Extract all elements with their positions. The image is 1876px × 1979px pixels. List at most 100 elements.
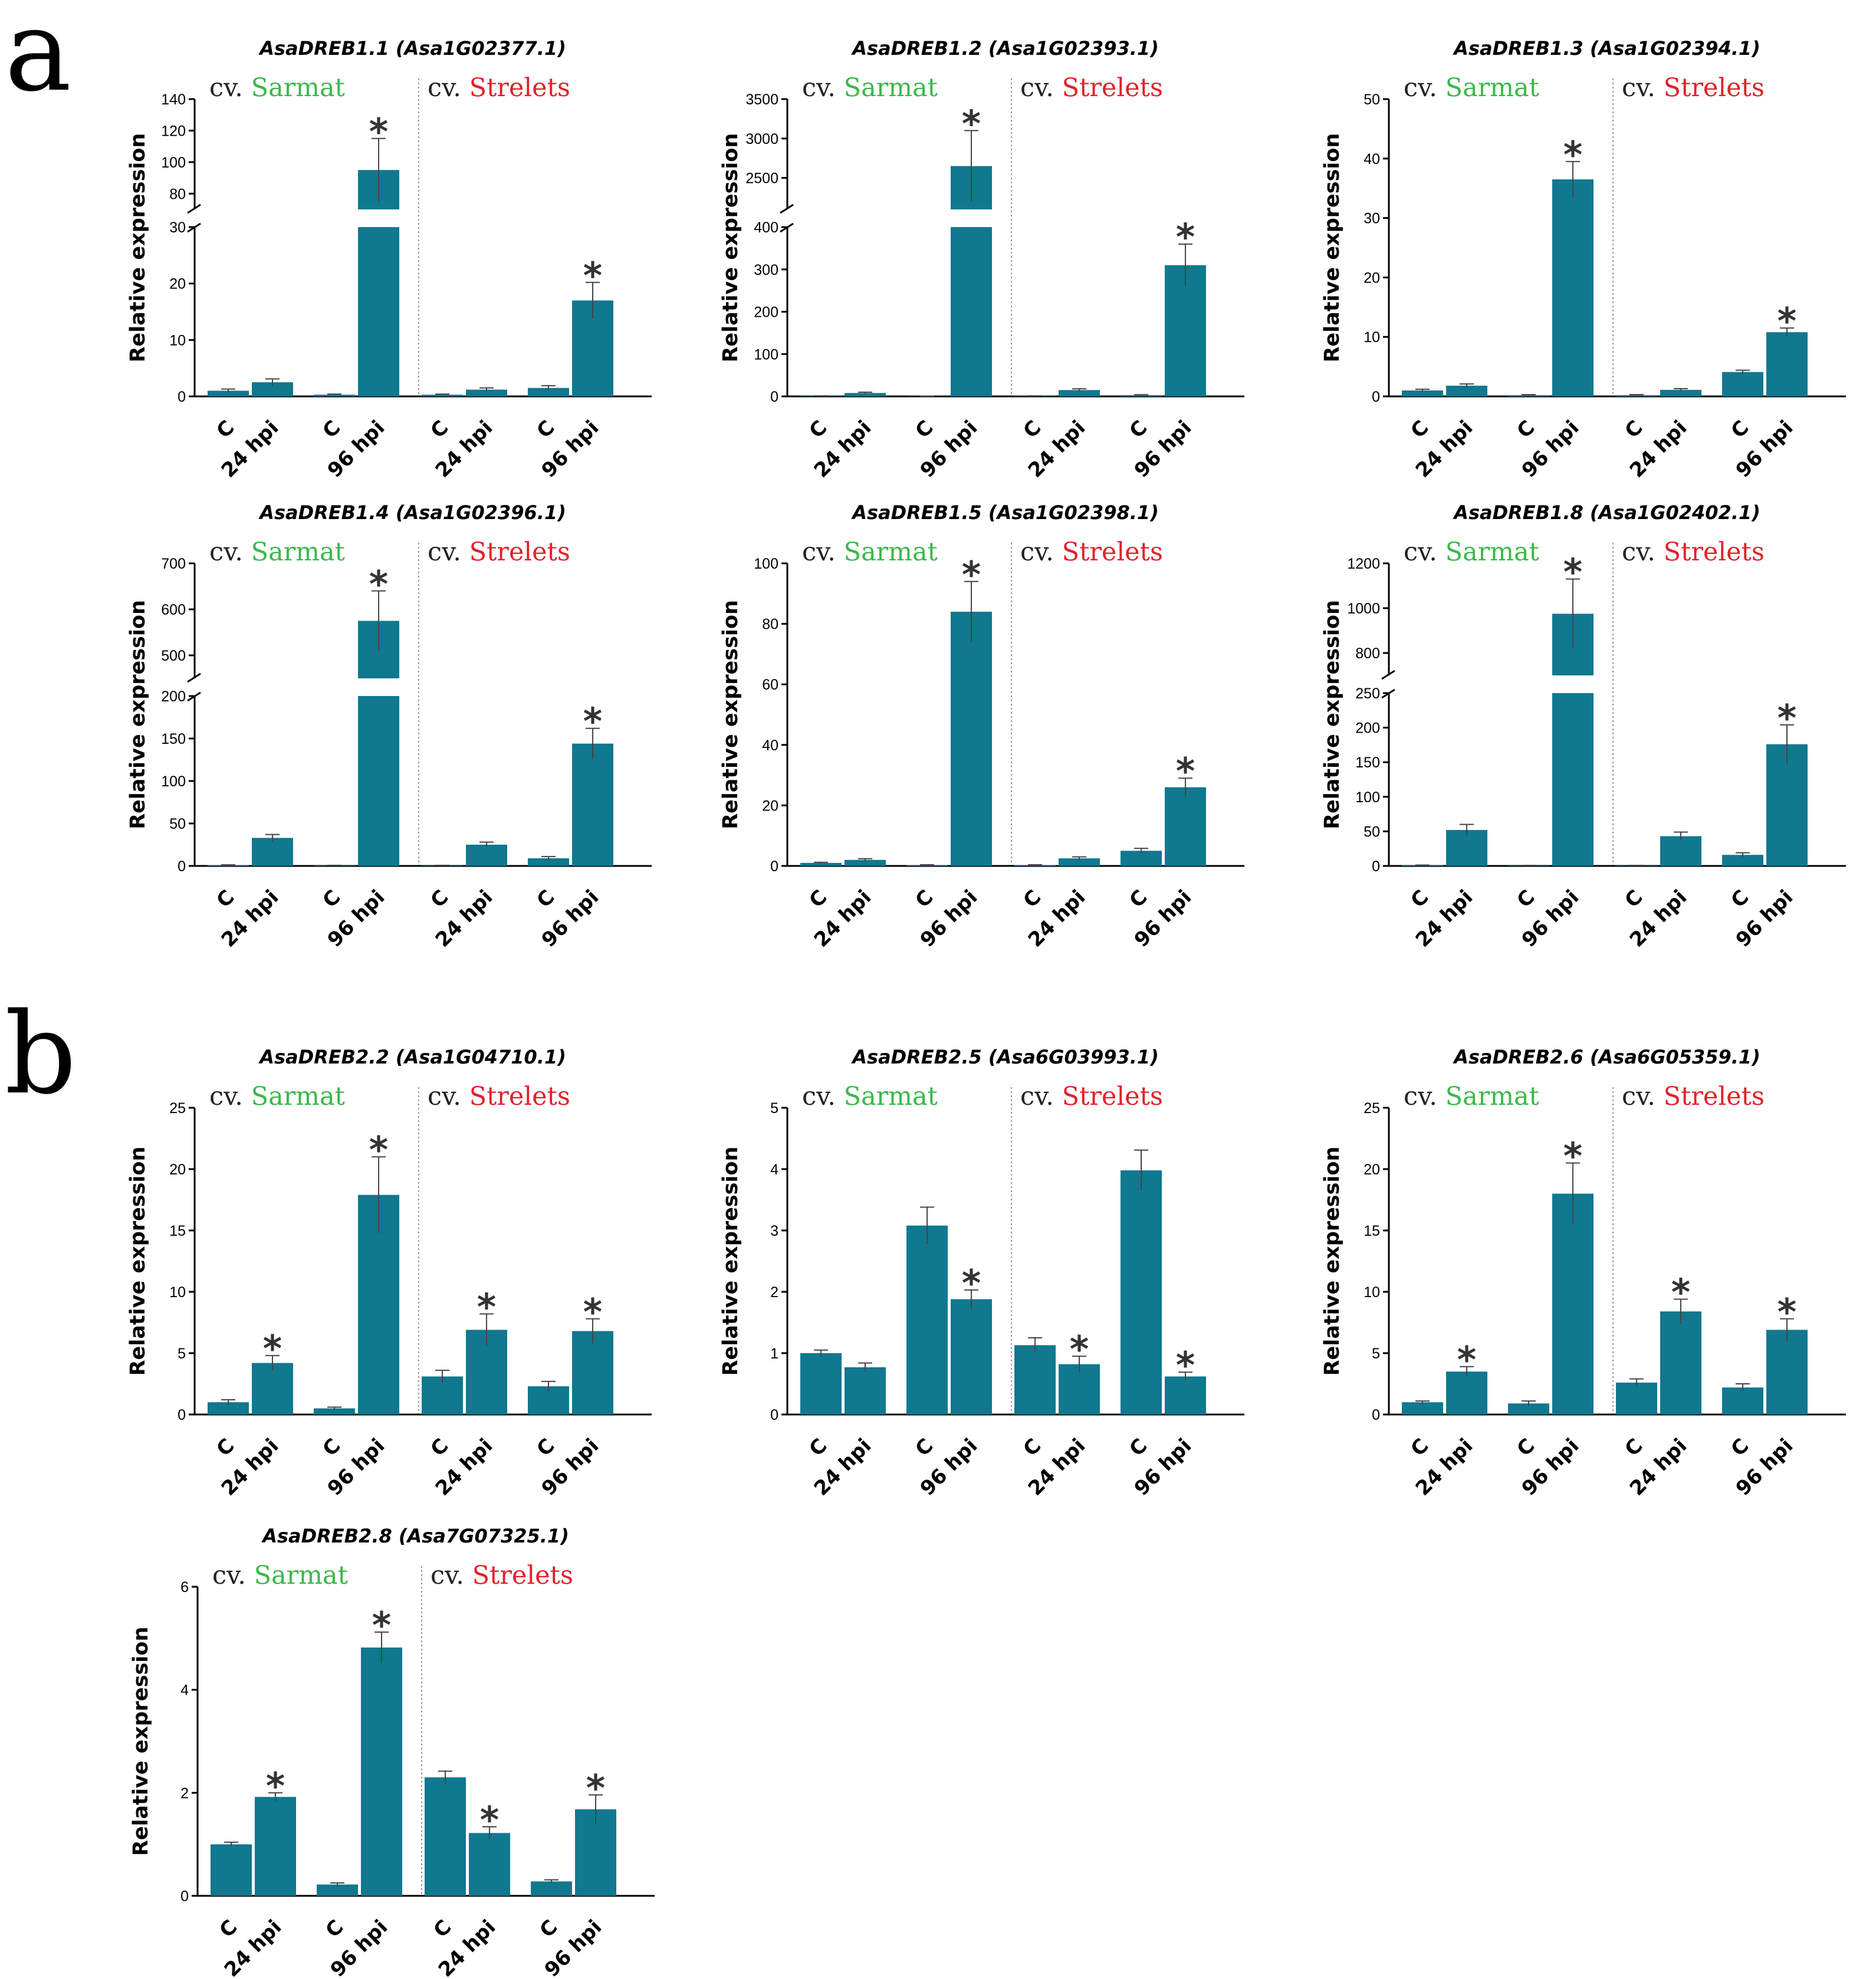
y-tick-label: 20 bbox=[1364, 270, 1380, 286]
title-gene: DREB1.5 bbox=[891, 501, 988, 524]
bar bbox=[1121, 851, 1162, 866]
cultivar-label-sarmat: cv. Sarmat bbox=[209, 73, 345, 103]
bar bbox=[208, 865, 249, 866]
cultivar-label-sarmat: cv. Sarmat bbox=[802, 1082, 938, 1111]
x-tick-label: C bbox=[804, 416, 832, 443]
title-locus: (Asa1G02394.1) bbox=[1590, 37, 1760, 60]
bar bbox=[317, 1884, 358, 1896]
bar bbox=[1660, 389, 1701, 396]
bar bbox=[1014, 1345, 1056, 1414]
y-tick-label: 3000 bbox=[745, 131, 778, 147]
title-locus: (Asa7G07325.1) bbox=[399, 1525, 569, 1547]
cultivar-name-strelets: Strelets bbox=[1062, 73, 1163, 103]
title-prefix: Asa bbox=[850, 501, 891, 524]
bar bbox=[531, 1881, 572, 1896]
y-tick-label: 400 bbox=[754, 219, 778, 236]
cultivar-label-strelets: cv. Strelets bbox=[1622, 73, 1765, 103]
cultivar-name-sarmat: Sarmat bbox=[844, 1082, 938, 1111]
y-tick-label: 4 bbox=[770, 1161, 778, 1178]
x-tick-label: C bbox=[532, 1434, 559, 1461]
cv-prefix: cv. bbox=[428, 1082, 469, 1111]
y-axis-label: Relative expression bbox=[1320, 133, 1344, 363]
y-axis-label: Relative expression bbox=[719, 1147, 742, 1376]
significance-star: * bbox=[962, 102, 981, 145]
bar bbox=[208, 1402, 249, 1414]
cultivar-label-sarmat: cv. Sarmat bbox=[209, 537, 345, 567]
significance-star: * bbox=[1457, 1338, 1476, 1381]
bar bbox=[1552, 179, 1594, 396]
significance-star: * bbox=[1563, 133, 1582, 176]
title-locus: (Asa1G04710.1) bbox=[396, 1046, 566, 1068]
bar bbox=[1766, 744, 1808, 866]
y-tick-label: 1000 bbox=[1347, 600, 1380, 617]
significance-star: * bbox=[369, 1128, 388, 1171]
bar bbox=[528, 858, 569, 866]
cv-prefix: cv. bbox=[1404, 73, 1445, 103]
cultivar-label-strelets: cv. Strelets bbox=[1020, 1082, 1163, 1111]
cv-prefix: cv. bbox=[209, 537, 251, 567]
bar bbox=[1616, 1382, 1657, 1414]
bar bbox=[255, 1797, 296, 1896]
x-tick-label: C bbox=[426, 885, 453, 913]
significance-star: * bbox=[1778, 697, 1796, 740]
cultivar-name-sarmat: Sarmat bbox=[1445, 537, 1539, 567]
bar bbox=[358, 621, 399, 866]
chart-asadreb1-2: AsaDREB1.2 (Asa1G02393.1)cv. Sarmat cv. S… bbox=[719, 37, 1244, 483]
bar bbox=[1165, 1376, 1206, 1414]
bar bbox=[425, 1777, 466, 1896]
y-tick-label: 50 bbox=[1364, 823, 1380, 840]
x-tick-label: C bbox=[804, 885, 832, 913]
chart-asadreb1-3: AsaDREB1.3 (Asa1G02394.1)cv. Sarmat cv. S… bbox=[1320, 37, 1846, 483]
bar bbox=[800, 1353, 842, 1414]
chart-title: AsaDREB1.2 (Asa1G02393.1) bbox=[850, 37, 1159, 60]
bar bbox=[422, 1376, 463, 1414]
y-axis-label: Relative expression bbox=[126, 600, 150, 829]
y-tick-label: 150 bbox=[1355, 754, 1380, 771]
bar bbox=[1660, 1311, 1701, 1414]
title-prefix: Asa bbox=[1452, 1046, 1492, 1068]
bar bbox=[1402, 1402, 1443, 1414]
cultivar-label-sarmat: cv. Sarmat bbox=[212, 1561, 348, 1590]
bar bbox=[906, 1225, 948, 1414]
title-locus: (Asa1G02398.1) bbox=[988, 501, 1159, 524]
chart-asadreb2-5: AsaDREB2.5 (Asa6G03993.1)cv. Sarmat cv. S… bbox=[719, 1046, 1244, 1501]
y-tick-label: 150 bbox=[161, 731, 186, 747]
cv-prefix: cv. bbox=[209, 73, 251, 103]
bar bbox=[422, 395, 463, 396]
title-prefix: Asa bbox=[850, 37, 891, 60]
cultivar-name-strelets: Strelets bbox=[469, 1082, 570, 1111]
cultivar-label-sarmat: cv. Sarmat bbox=[209, 1082, 345, 1111]
significance-star: * bbox=[1563, 551, 1582, 594]
title-prefix: Asa bbox=[258, 1046, 298, 1068]
bar bbox=[208, 390, 249, 396]
x-tick-label: C bbox=[911, 1434, 938, 1461]
x-tick-label: C bbox=[1726, 1434, 1753, 1461]
cultivar-name-sarmat: Sarmat bbox=[254, 1561, 348, 1590]
y-tick-label: 20 bbox=[169, 1161, 186, 1178]
cultivar-name-strelets: Strelets bbox=[1062, 1082, 1163, 1111]
x-tick-label: C bbox=[1620, 885, 1647, 913]
y-tick-label: 25 bbox=[169, 1100, 186, 1117]
bar bbox=[1165, 787, 1206, 866]
y-tick-label: 0 bbox=[1372, 1407, 1380, 1423]
y-tick-label: 2500 bbox=[745, 170, 778, 187]
cultivar-name-sarmat: Sarmat bbox=[251, 1082, 345, 1111]
bar bbox=[1552, 1193, 1594, 1414]
y-axis-label: Relative expression bbox=[126, 1147, 150, 1376]
bar bbox=[1059, 1364, 1100, 1414]
bar bbox=[1121, 1170, 1162, 1414]
title-gene: DREB1.8 bbox=[1493, 501, 1590, 524]
cv-prefix: cv. bbox=[212, 1561, 254, 1590]
title-prefix: Asa bbox=[1452, 37, 1492, 60]
significance-star: * bbox=[1176, 216, 1195, 259]
title-gene: DREB2.6 bbox=[1493, 1046, 1590, 1068]
x-tick-label: C bbox=[1620, 1434, 1647, 1461]
y-tick-label: 3500 bbox=[745, 91, 778, 108]
cv-prefix: cv. bbox=[428, 537, 469, 567]
y-tick-label: 300 bbox=[754, 262, 778, 278]
x-tick-label: C bbox=[1726, 416, 1753, 443]
panel-letter-b: b bbox=[5, 989, 77, 1119]
bar bbox=[845, 393, 886, 396]
bar bbox=[1552, 613, 1594, 866]
